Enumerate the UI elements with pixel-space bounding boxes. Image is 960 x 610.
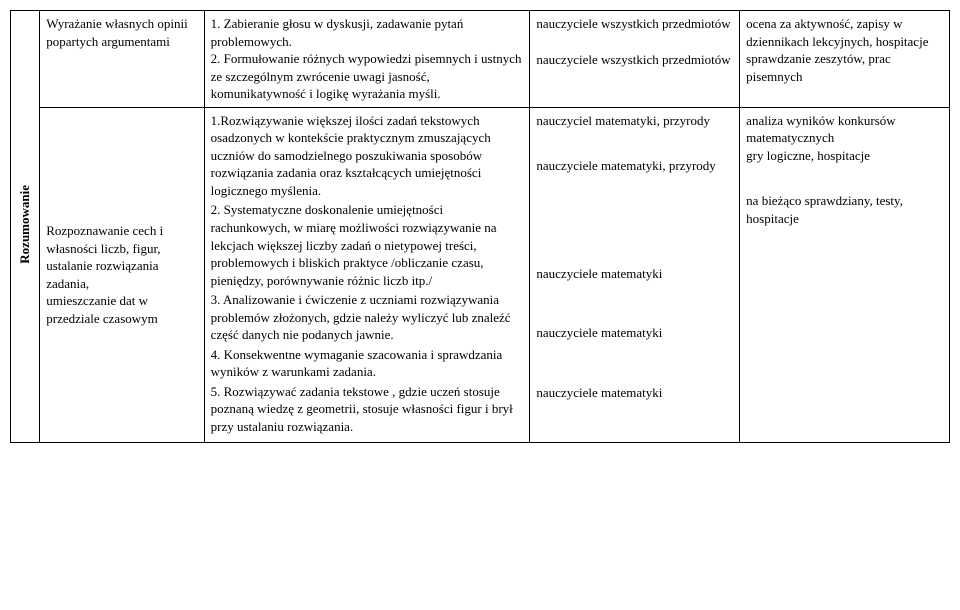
r1-c3-text: 1. Zabieranie głosu w dyskusji, zadawani… [211, 15, 524, 103]
r1-c5: ocena za aktywność, zapisy w dziennikach… [740, 11, 950, 108]
r1-c4-a: nauczyciele wszystkich przedmiotów [536, 15, 733, 33]
r2-c4-a: nauczyciel matematyki, przyrody [536, 112, 733, 130]
r2-c3-2: 2. Systematyczne doskonalenie umiejętnoś… [211, 201, 524, 289]
section-label: Rozumowanie [16, 185, 34, 264]
r2-c3-5: 5. Rozwiązywać zadania tekstowe , gdzie … [211, 383, 524, 436]
r1-c2-text: Wyrażanie własnych opinii popartych argu… [46, 15, 197, 50]
r2-c4-b: nauczyciele matematyki, przyrody [536, 157, 733, 175]
r1-c2: Wyrażanie własnych opinii popartych argu… [40, 11, 204, 108]
r2-c4: nauczyciel matematyki, przyrody nauczyci… [530, 107, 740, 442]
r2-c5-b: na bieżąco sprawdziany, testy, hospitacj… [746, 192, 943, 227]
r2-c2-text: Rozpoznawanie cech i własności liczb, fi… [46, 222, 197, 327]
r2-c2: Rozpoznawanie cech i własności liczb, fi… [40, 107, 204, 442]
r1-c4-b: nauczyciele wszystkich przedmiotów [536, 51, 733, 69]
r2-c4-d: nauczyciele matematyki [536, 324, 733, 342]
curriculum-table: Rozumowanie Wyrażanie własnych opinii po… [10, 10, 950, 443]
r2-c3: 1.Rozwiązywanie większej ilości zadań te… [204, 107, 530, 442]
r2-c5: analiza wyników konkursów matematycznych… [740, 107, 950, 442]
r2-c4-e: nauczyciele matematyki [536, 384, 733, 402]
r2-c3-1: 1.Rozwiązywanie większej ilości zadań te… [211, 112, 524, 200]
r2-c3-3: 3. Analizowanie i ćwiczenie z uczniami r… [211, 291, 524, 344]
r2-c5-a: analiza wyników konkursów matematycznych… [746, 112, 943, 165]
r2-c3-4: 4. Konsekwentne wymaganie szacowania i s… [211, 346, 524, 381]
r2-c4-c: nauczyciele matematyki [536, 265, 733, 283]
r1-c4: nauczyciele wszystkich przedmiotów naucz… [530, 11, 740, 108]
r1-c3: 1. Zabieranie głosu w dyskusji, zadawani… [204, 11, 530, 108]
r1-c5-text: ocena za aktywność, zapisy w dziennikach… [746, 15, 943, 85]
section-label-cell: Rozumowanie [11, 11, 40, 443]
